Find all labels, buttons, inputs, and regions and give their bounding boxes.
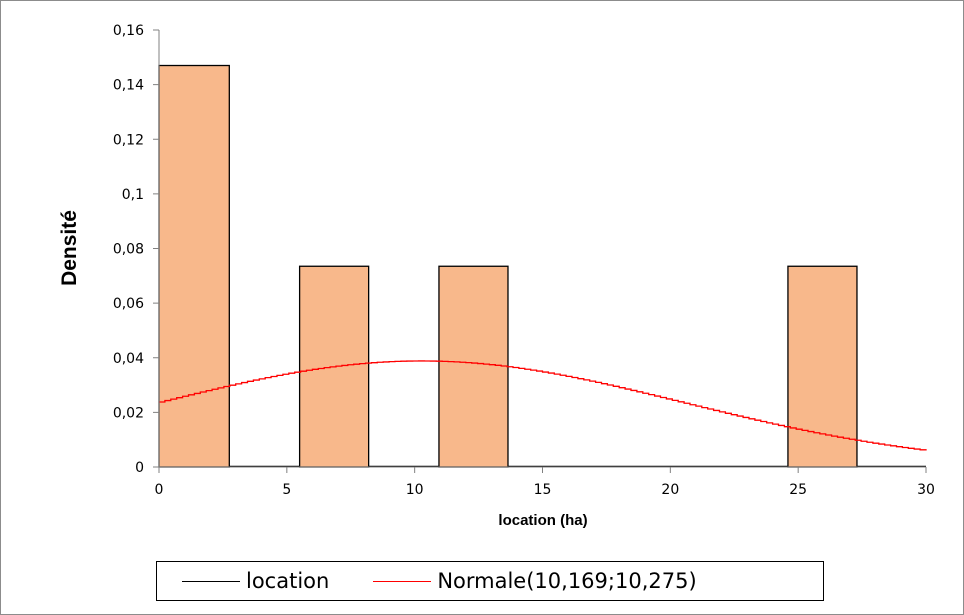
y-tick-label: 0	[135, 460, 144, 476]
x-tick-label: 5	[282, 482, 291, 498]
legend-item-normal: Normale(10,169;10,275)	[373, 569, 697, 593]
histogram-bar	[438, 265, 509, 468]
y-tick-label: 0,08	[113, 242, 144, 258]
legend-item-location: location	[182, 569, 329, 593]
x-tick-label: 0	[155, 482, 164, 498]
legend-line-location	[182, 580, 240, 582]
x-tick-label: 15	[534, 482, 552, 498]
y-tick-label: 0,14	[113, 78, 144, 94]
legend-label-normal: Normale(10,169;10,275)	[437, 569, 697, 593]
y-tick-label: 0,1	[122, 187, 144, 203]
x-tick-label: 20	[661, 482, 679, 498]
axes	[153, 29, 927, 473]
y-axis-title: Densité	[58, 210, 81, 286]
histogram-bar	[158, 64, 230, 468]
x-tick-label: 30	[917, 482, 935, 498]
y-tick-label: 0,02	[113, 405, 144, 421]
legend: location Normale(10,169;10,275)	[156, 561, 824, 601]
y-tick-label: 0,12	[113, 132, 144, 148]
x-axis-title: location (ha)	[498, 512, 587, 529]
histogram-bars	[158, 64, 926, 468]
y-tick-label: 0,16	[113, 23, 144, 39]
y-tick-label: 0,04	[113, 351, 144, 367]
histogram-bar	[787, 265, 858, 468]
y-tick-label: 0,06	[113, 296, 144, 312]
normal-curve-layer	[159, 360, 927, 451]
legend-label-location: location	[246, 569, 330, 593]
x-tick-label: 10	[406, 482, 424, 498]
normal-curve	[159, 360, 927, 451]
legend-line-normal	[373, 580, 432, 582]
tick-labels: 0 0,02 0,04 0,06 0,08 0,1 0,12 0,14 0,16 0 5 10 15 20…	[113, 23, 935, 498]
x-tick-label: 25	[789, 482, 807, 498]
